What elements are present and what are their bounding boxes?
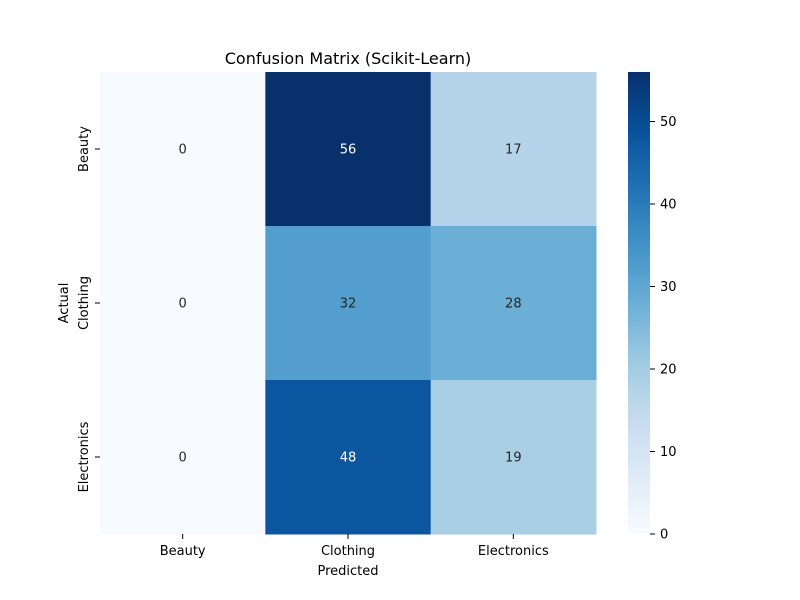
heatmap-cell [265, 380, 432, 535]
colorbar-tick-label: 40 [660, 198, 677, 213]
heatmap-cell [100, 226, 266, 381]
heatmap-cell [100, 72, 266, 227]
cell-value-label: 0 [179, 143, 187, 158]
colorbar-tick-label: 50 [660, 115, 677, 130]
colorbar-tick-label: 10 [660, 445, 677, 460]
x-tick-label: Clothing [321, 544, 375, 559]
y-tick-label: Clothing [77, 276, 92, 330]
colorbar-ticks: 0 10 20 30 40 50 [650, 115, 677, 543]
cell-value-label: 0 [179, 451, 187, 466]
heatmap-cell [265, 72, 432, 227]
x-tick-label: Beauty [160, 544, 206, 559]
heatmap-cell [430, 380, 597, 535]
cell-value-label: 28 [505, 297, 522, 312]
y-axis: Beauty Clothing Electronics [77, 126, 100, 492]
y-tick-label: Electronics [77, 421, 92, 492]
cell-value-label: 56 [340, 143, 357, 158]
heatmap-cells [100, 72, 597, 535]
x-axis: Beauty Clothing Electronics [160, 534, 549, 559]
heatmap-cell [430, 72, 597, 227]
x-axis-label: Predicted [317, 564, 378, 579]
y-axis-label: Actual [57, 283, 72, 324]
x-tick-label: Electronics [478, 544, 549, 559]
colorbar-tick-label: 30 [660, 280, 677, 295]
cell-value-label: 19 [505, 451, 522, 466]
heatmap-cell [430, 226, 597, 381]
colorbar-tick-label: 20 [660, 363, 677, 378]
heatmap-cell [265, 226, 432, 381]
cell-value-label: 0 [179, 297, 187, 312]
chart-title: Confusion Matrix (Scikit-Learn) [225, 49, 472, 68]
cell-value-label: 48 [340, 451, 357, 466]
colorbar [628, 72, 650, 534]
heatmap-cell [100, 380, 266, 535]
cell-annotations: 0 56 17 0 32 28 0 48 19 [179, 143, 522, 466]
cell-value-label: 17 [505, 143, 522, 158]
colorbar-tick-label: 0 [660, 528, 668, 543]
y-tick-label: Beauty [77, 126, 92, 172]
cell-value-label: 32 [340, 297, 357, 312]
